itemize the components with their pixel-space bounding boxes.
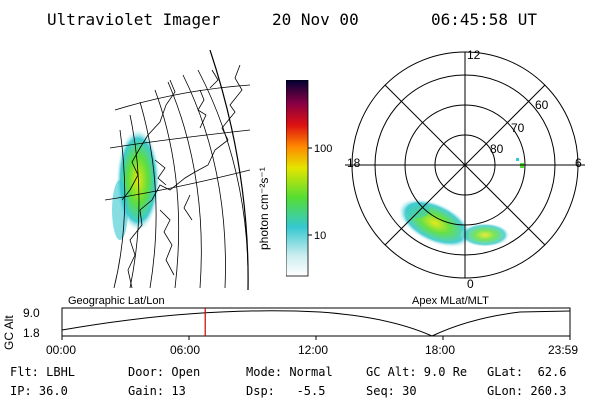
coastline bbox=[121, 64, 243, 289]
mlt-spokes bbox=[345, 52, 585, 278]
lat-label-60: 60 bbox=[535, 98, 549, 112]
mlt-label-6: 6 bbox=[575, 156, 582, 170]
timeline-x-00: 00:00 bbox=[46, 343, 76, 357]
timeline-y-label-max: 9.0 bbox=[23, 306, 40, 320]
lat-label-80: 80 bbox=[490, 142, 504, 156]
mlt-label-12: 12 bbox=[467, 48, 481, 62]
colorbar-tick-100: 100 bbox=[314, 143, 332, 155]
timeline-axis-title: GC Alt bbox=[2, 315, 16, 350]
timeline-y-label-min: 1.8 bbox=[23, 326, 40, 340]
filter-value: Flt: LBHL bbox=[10, 365, 76, 379]
timeline-x-12: 12:00 bbox=[298, 343, 328, 357]
instrument-title: Ultraviolet Imager bbox=[47, 10, 221, 29]
colorbar-unit-label: photon cm⁻²s⁻¹ bbox=[257, 167, 271, 250]
colorbar-tick-10: 10 bbox=[314, 230, 326, 242]
date-label: 20 Nov 00 bbox=[272, 10, 359, 29]
auroral-emission-edge bbox=[112, 180, 128, 240]
time-label: 06:45:58 UT bbox=[431, 10, 537, 29]
intensity-colorbar: 100 10 bbox=[286, 80, 332, 277]
timeline-right-label: Apex MLat/MLT bbox=[412, 295, 489, 307]
ip-value: IP: 36.0 bbox=[10, 384, 68, 398]
mlt-label-0: 0 bbox=[467, 277, 474, 291]
gain-value: Gain: 13 bbox=[128, 384, 186, 398]
timeline-x-2359: 23:59 bbox=[548, 343, 578, 357]
door-status: Door: Open bbox=[128, 365, 201, 379]
orbit-altitude-curve bbox=[61, 310, 571, 337]
auroral-oval bbox=[397, 198, 473, 248]
geographic-map bbox=[104, 50, 250, 290]
timeline-left-label: Geographic Lat/Lon bbox=[68, 295, 165, 307]
colorbar-gradient bbox=[286, 80, 309, 277]
mode-value: Mode: Normal bbox=[246, 365, 333, 379]
polar-plot: 12 18 6 0 60 70 80 bbox=[345, 48, 585, 291]
gc-alt-value: GC Alt: 9.0 Re bbox=[366, 365, 468, 379]
glat-value: GLat: 62.6 bbox=[487, 365, 567, 379]
seq-value: Seq: 30 bbox=[366, 384, 417, 398]
glon-value: GLon: 260.3 bbox=[487, 384, 567, 398]
dsp-value: Dsp: -5.5 bbox=[246, 384, 326, 398]
timeline-x-06: 06:00 bbox=[170, 343, 200, 357]
altitude-timeline: Geographic Lat/Lon Apex MLat/MLT GC Alt … bbox=[2, 295, 578, 357]
lat-label-70: 70 bbox=[511, 121, 525, 135]
mlt-label-18: 18 bbox=[347, 156, 361, 170]
timeline-x-18: 18:00 bbox=[425, 343, 455, 357]
